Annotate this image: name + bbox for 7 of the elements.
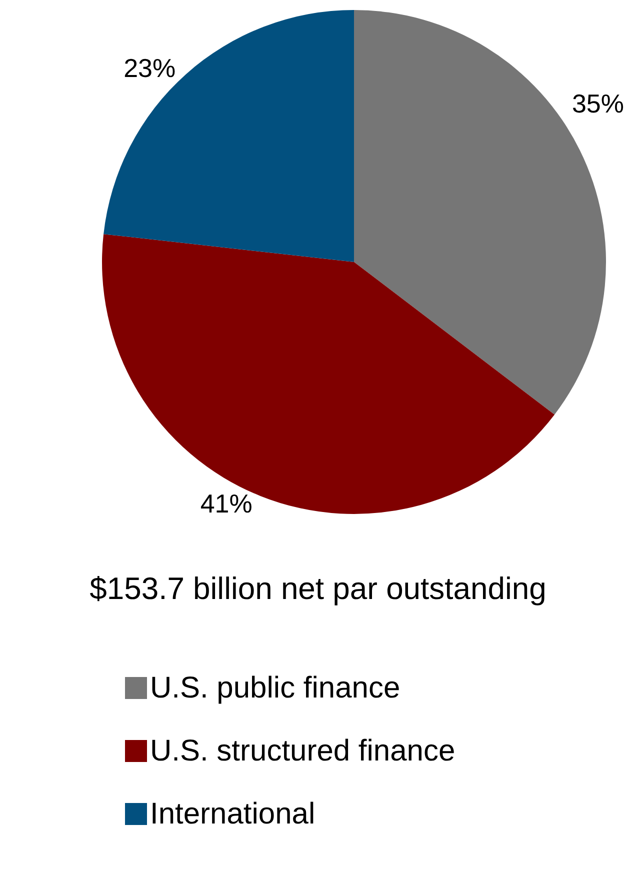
data-label: 41%: [200, 488, 252, 518]
text: $153.7 billion net par outstanding: [90, 571, 546, 606]
data-label: 23%: [124, 53, 176, 84]
legend-label: U.S. structured finance: [150, 734, 456, 768]
legend-label: U.S. public finance: [150, 672, 400, 704]
legend-label: International: [150, 798, 316, 830]
data-label: 35%: [572, 88, 624, 119]
